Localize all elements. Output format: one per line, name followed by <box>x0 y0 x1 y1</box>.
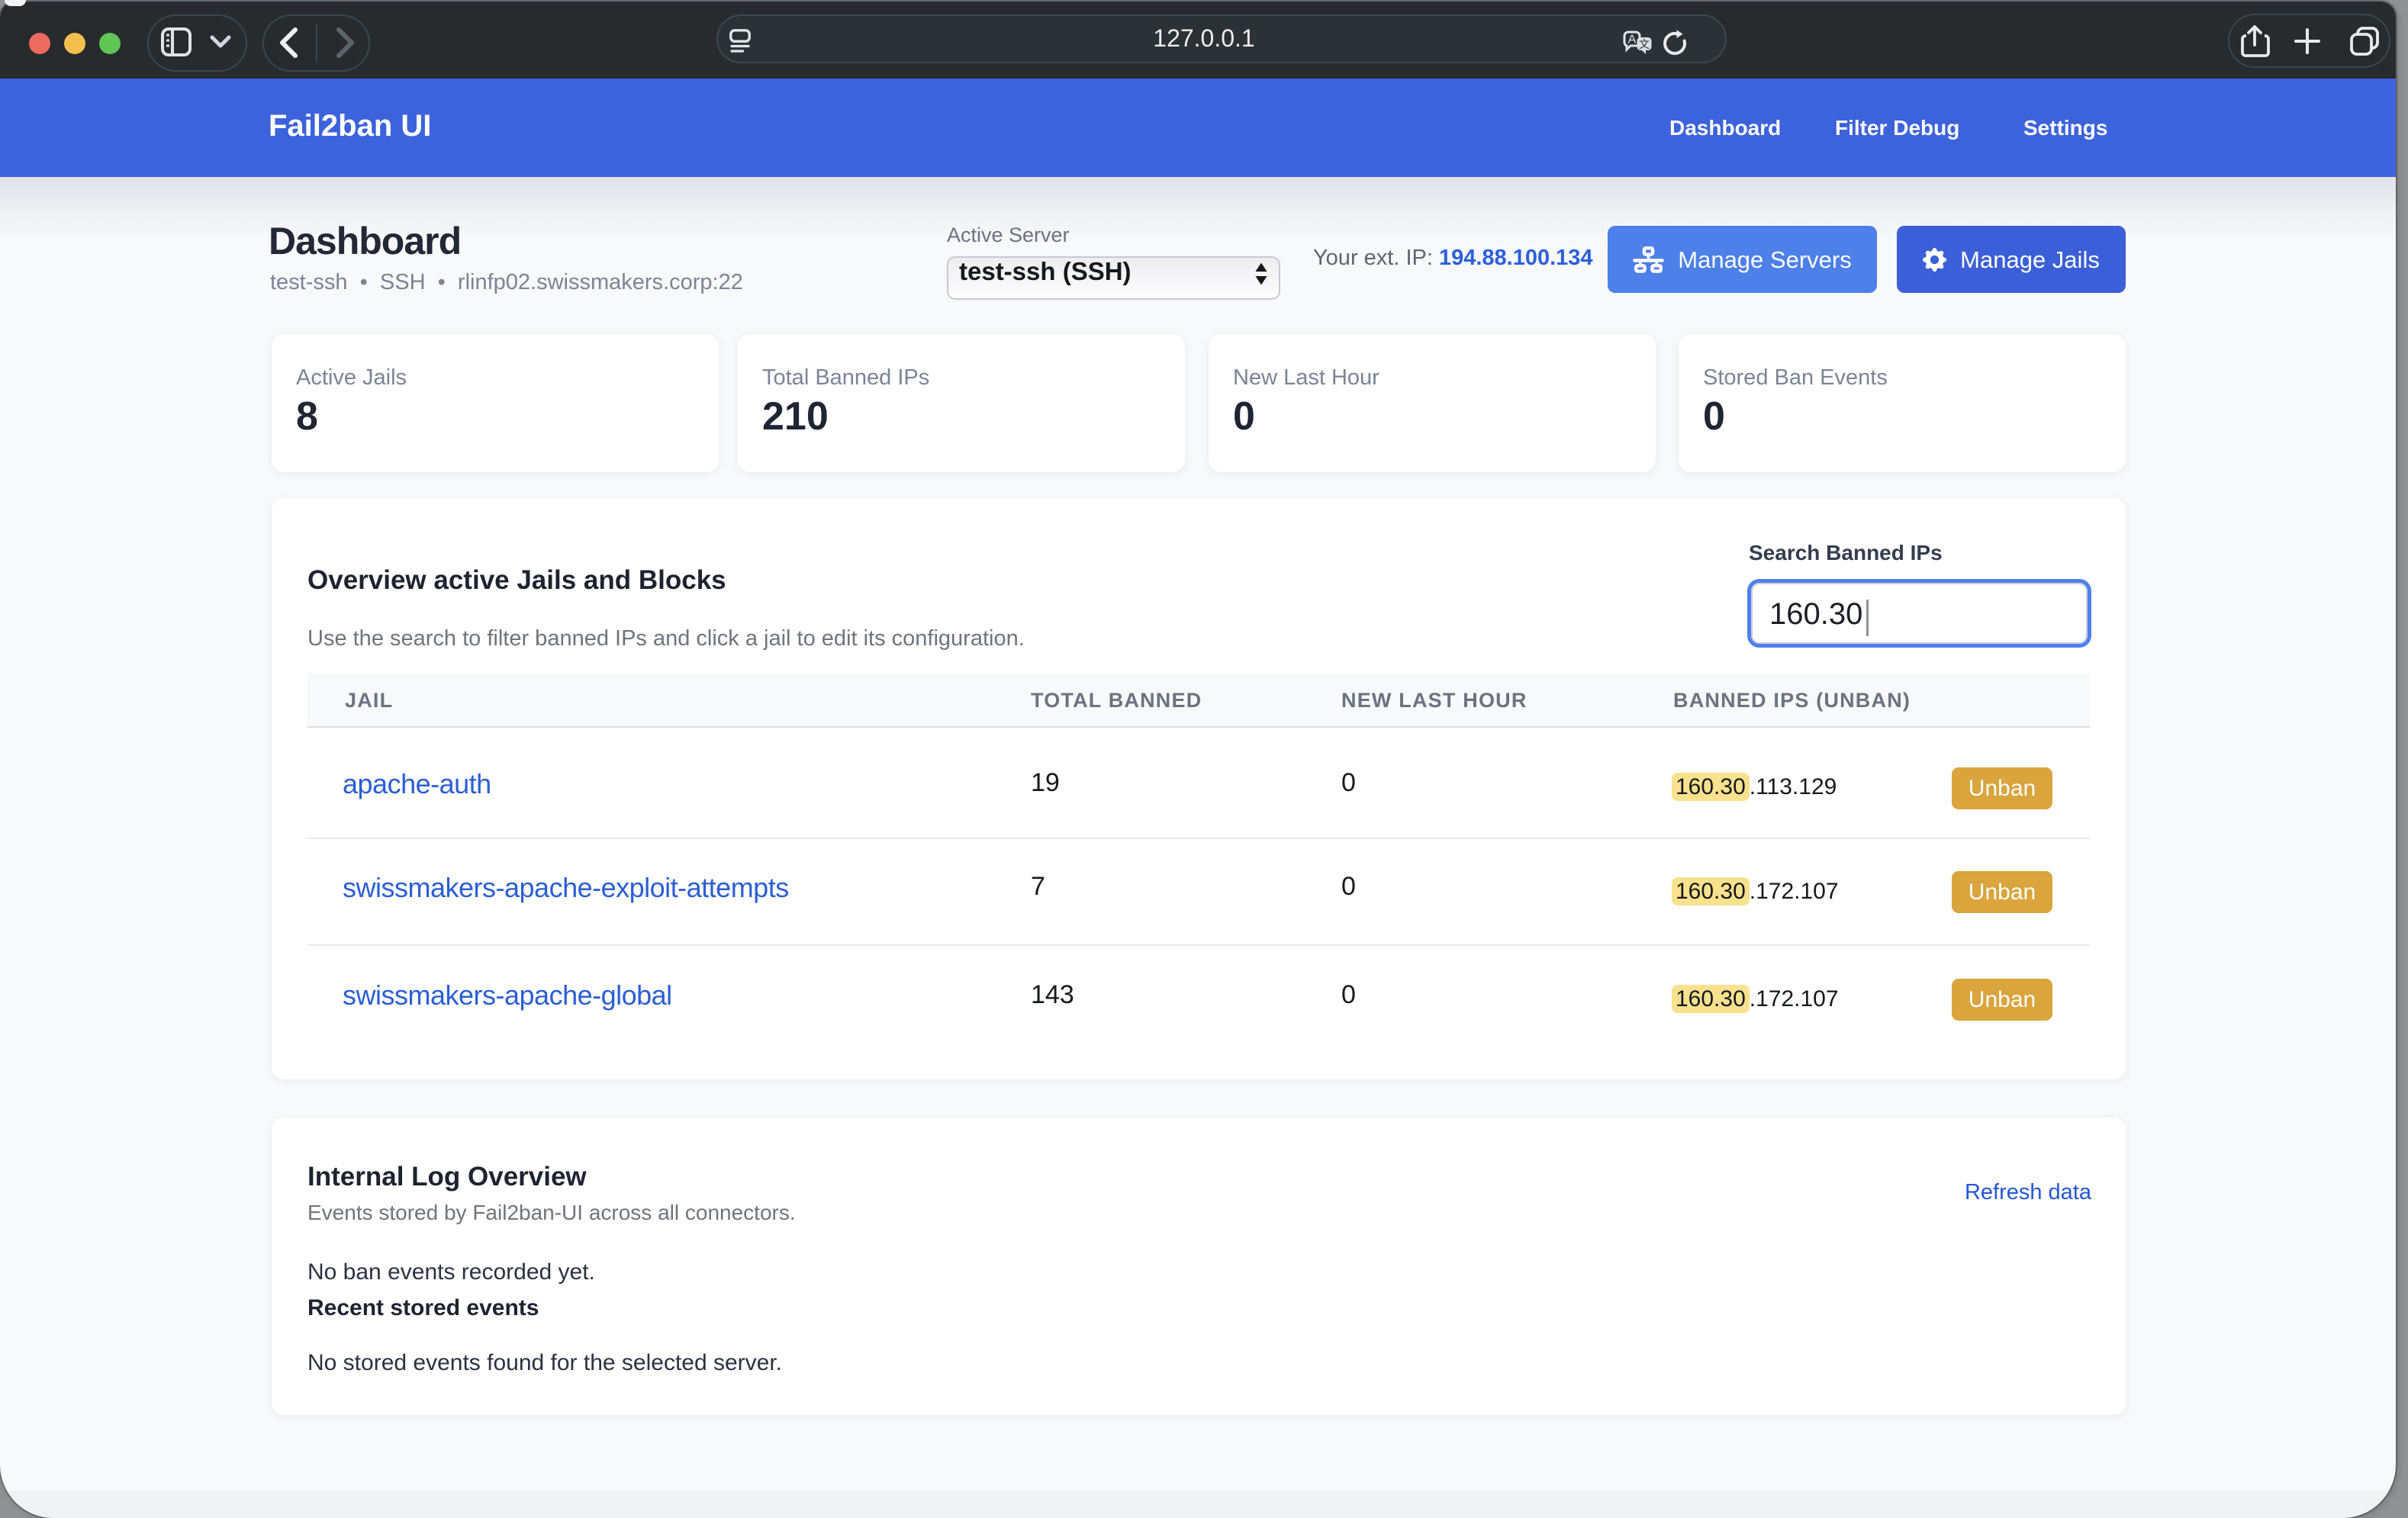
svg-text:文: 文 <box>1639 38 1650 50</box>
svg-text:A: A <box>1628 34 1637 47</box>
